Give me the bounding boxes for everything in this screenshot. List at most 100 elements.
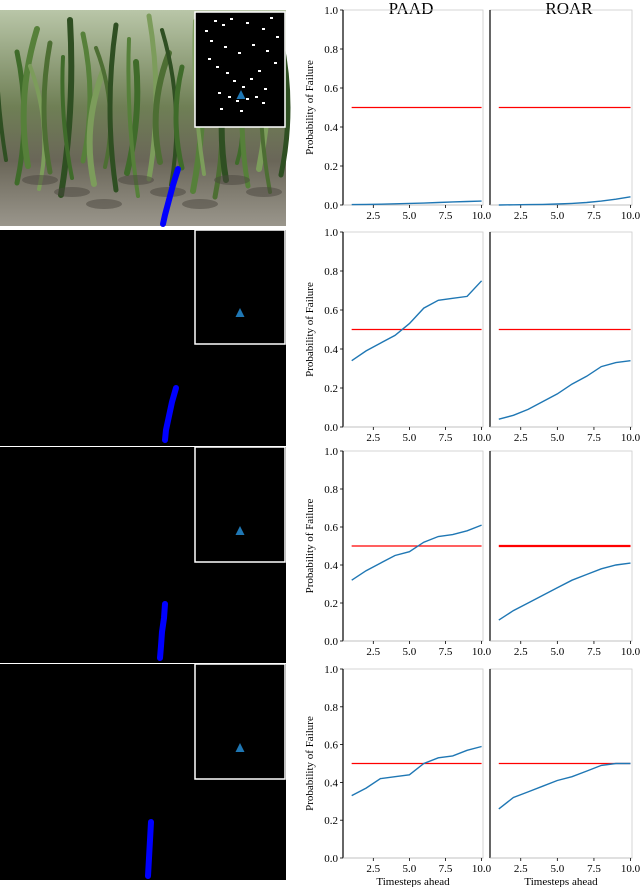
- y-axis-label: Probability of Failure: [304, 499, 316, 594]
- chart-roar-row-1: 2.5 5.0 7.5 10.0: [489, 9, 640, 222]
- y-tick-label: 0.6: [324, 522, 338, 534]
- corn-leaf: [20, 26, 40, 169]
- corn-leaf: [124, 59, 141, 176]
- series-line: [351, 745, 482, 797]
- x-tick-label: 7.5: [439, 863, 453, 875]
- ground-shadow: [182, 199, 218, 209]
- y-tick-label: 0.6: [324, 305, 338, 317]
- lidar-point: [246, 98, 249, 100]
- y-tick-label: 0.8: [324, 266, 338, 278]
- x-tick-label: 2.5: [366, 646, 380, 658]
- lidar-point: [214, 20, 217, 22]
- path-marker: [162, 385, 179, 443]
- x-tick-label: 10.0: [621, 210, 640, 222]
- inset-frame: [194, 229, 286, 345]
- corn-leaf: [80, 31, 93, 164]
- x-tick-label: 2.5: [514, 432, 528, 444]
- x-tick-label: 2.5: [514, 646, 528, 658]
- ground-shadow: [118, 175, 154, 185]
- column-header-roar: ROAR: [545, 0, 593, 18]
- series-line: [498, 762, 631, 810]
- y-tick-label: 0.4: [324, 777, 338, 789]
- lidar-point: [216, 66, 219, 68]
- x-tick-label: 5.0: [550, 863, 564, 875]
- lidar-point: [255, 96, 258, 98]
- lidar-point: [258, 70, 261, 72]
- series-line: [351, 524, 482, 581]
- ground-shadow: [214, 175, 250, 185]
- path-marker: [160, 166, 181, 227]
- y-tick-label: 0.8: [324, 484, 338, 496]
- ground-shadow: [54, 187, 90, 197]
- lidar-point: [230, 18, 233, 20]
- chart-paad-row-4: 2.5 5.0 7.5 10.0 0.0 0.2 0.4 0.6 0.8 1.0 Probabili…: [304, 664, 492, 887]
- ground-shadow: [22, 175, 58, 185]
- lidar-point: [238, 52, 241, 54]
- lidar-point: [252, 44, 255, 46]
- lidar-point: [264, 88, 267, 90]
- inset-view: [194, 663, 286, 780]
- x-tick-label: 5.0: [403, 432, 417, 444]
- chart-roar-row-4: 2.5 5.0 7.5 10.0 Timesteps ahead: [489, 668, 640, 887]
- series-line: [498, 196, 631, 206]
- y-tick-label: 0.0: [324, 200, 338, 212]
- x-tick-label: 2.5: [366, 863, 380, 875]
- inset-frame: [194, 11, 286, 128]
- x-tick-label: 10.0: [621, 863, 640, 875]
- x-tick-label: 2.5: [514, 863, 528, 875]
- y-tick-label: 0.8: [324, 702, 338, 714]
- x-tick-label: 5.0: [550, 432, 564, 444]
- lidar-point: [274, 62, 277, 64]
- lidar-point: [222, 24, 225, 26]
- corn-leaf: [173, 64, 185, 171]
- y-tick-label: 0.4: [324, 122, 338, 134]
- y-tick-label: 0.4: [324, 344, 338, 356]
- series-line: [498, 360, 631, 420]
- y-tick-label: 0.0: [324, 636, 338, 648]
- path-marker: [145, 819, 154, 879]
- x-tick-label: 10.0: [472, 210, 492, 222]
- y-tick-label: 1.0: [324, 664, 338, 676]
- probability-charts: 2.5 5.0 7.5 10.0 0.0 0.2 0.4 0.6 0.8 1.0 Probabili…: [304, 5, 640, 887]
- lidar-point: [242, 86, 245, 88]
- y-tick-label: 1.0: [324, 5, 338, 17]
- y-tick-label: 1.0: [324, 446, 338, 458]
- triangle-icon: [236, 90, 246, 99]
- lidar-point: [276, 36, 279, 38]
- series-line: [351, 200, 482, 206]
- corn-leaf: [0, 91, 8, 162]
- lidar-point: [240, 110, 243, 112]
- inset-view: [194, 229, 286, 345]
- inset-view: [194, 11, 286, 128]
- x-tick-label: 10.0: [621, 432, 640, 444]
- x-axis-label: Timesteps ahead: [524, 876, 598, 887]
- y-tick-label: 1.0: [324, 227, 338, 239]
- inset-view: [194, 446, 286, 563]
- y-tick-label: 0.2: [324, 598, 338, 610]
- x-tick-label: 7.5: [587, 432, 601, 444]
- chart-paad-row-3: 2.5 5.0 7.5 10.0 0.0 0.2 0.4 0.6 0.8 1.0 Probabili…: [304, 446, 492, 658]
- x-tick-label: 5.0: [550, 646, 564, 658]
- lidar-point: [224, 46, 227, 48]
- lidar-point: [218, 92, 221, 94]
- x-tick-label: 2.5: [514, 210, 528, 222]
- series-line: [498, 562, 631, 621]
- y-tick-label: 0.2: [324, 815, 338, 827]
- inset-frame: [194, 663, 286, 780]
- y-tick-label: 0.0: [324, 422, 338, 434]
- x-tick-label: 10.0: [472, 646, 492, 658]
- x-tick-label: 2.5: [366, 432, 380, 444]
- lidar-point: [270, 17, 273, 19]
- corn-leaf: [41, 40, 53, 175]
- lidar-point: [266, 50, 269, 52]
- inset-frame: [194, 446, 286, 563]
- corn-leaf: [86, 68, 106, 187]
- corn-leaf: [58, 17, 75, 198]
- column-header-paad: PAAD: [389, 0, 434, 18]
- y-tick-label: 0.6: [324, 740, 338, 752]
- x-tick-label: 2.5: [366, 210, 380, 222]
- y-axis-label: Probability of Failure: [304, 282, 316, 377]
- y-axis-label: Probability of Failure: [304, 716, 316, 811]
- x-axis-label: Timesteps ahead: [376, 876, 450, 887]
